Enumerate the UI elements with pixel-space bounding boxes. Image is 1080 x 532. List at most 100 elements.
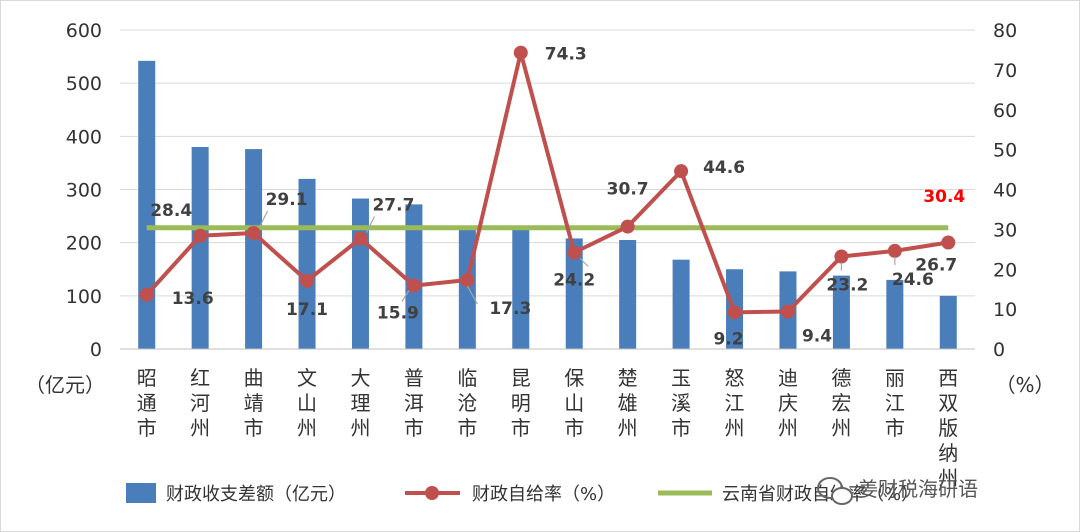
left-tick-label: 400 <box>66 126 102 148</box>
rate-point <box>887 243 902 258</box>
rate-point <box>567 245 582 260</box>
bar <box>565 238 583 349</box>
category-label: 迪庆州 <box>778 366 798 440</box>
right-tick-label: 50 <box>993 140 1017 162</box>
left-tick-label: 500 <box>66 73 102 95</box>
rate-point <box>300 273 315 288</box>
left-axis-unit: （亿元） <box>25 373 105 397</box>
data-label: 24.6 <box>892 270 934 290</box>
data-label: 15.9 <box>377 304 419 324</box>
rate-point <box>406 278 421 293</box>
right-tick-label: 20 <box>993 259 1017 281</box>
legend-swatch-bar <box>126 483 156 503</box>
left-tick-label: 600 <box>66 20 102 42</box>
category-label: 德宏州 <box>831 366 851 440</box>
data-label: 17.1 <box>286 300 328 320</box>
left-tick-label: 0 <box>90 339 102 361</box>
data-labels: 13.6 28.4 29.1 17.1 27.7 15.9 17.3 74.3 24.2 30.7… <box>150 45 965 350</box>
data-label: 24.2 <box>553 271 595 291</box>
data-label: 28.4 <box>150 201 192 221</box>
rate-line <box>145 50 949 315</box>
right-tick-label: 40 <box>993 180 1017 202</box>
category-label: 保山市 <box>564 366 584 440</box>
data-label: 17.3 <box>489 299 531 319</box>
rate-point <box>941 235 956 250</box>
data-label: 9.2 <box>713 329 743 349</box>
rate-point <box>834 249 849 264</box>
category-label: 丽江市 <box>885 366 905 440</box>
label-leader-line <box>401 290 410 302</box>
rate-point <box>460 273 475 288</box>
rate-point <box>353 231 368 246</box>
data-label: 27.7 <box>372 196 414 216</box>
bar <box>351 198 369 349</box>
right-tick-label: 70 <box>993 60 1017 82</box>
bar <box>939 295 957 349</box>
legend-swatch-rate-marker <box>425 486 439 500</box>
bar <box>886 279 904 349</box>
left-tick-label: 100 <box>66 286 102 308</box>
wechat-icon <box>817 477 853 505</box>
bar <box>405 204 423 349</box>
right-tick-label: 60 <box>993 100 1017 122</box>
data-label: 9.4 <box>802 327 832 347</box>
category-label: 怒江州 <box>725 366 745 440</box>
data-label: 74.3 <box>545 45 587 65</box>
legend-label-bar: 财政收支差额（亿元） <box>166 484 346 505</box>
category-label: 大理州 <box>350 366 370 440</box>
bar <box>298 178 316 349</box>
legend-label-rate: 财政自给率（%） <box>472 484 615 505</box>
category-label: 曲靖市 <box>244 366 264 440</box>
bar <box>458 227 476 349</box>
data-label: 23.2 <box>826 275 868 295</box>
data-label: 44.6 <box>703 158 745 178</box>
data-label: 30.7 <box>607 180 649 200</box>
label-leader-line <box>466 285 478 305</box>
rate-point <box>727 305 742 320</box>
category-label: 普洱市 <box>404 366 424 440</box>
bar <box>191 146 209 349</box>
bar <box>245 149 263 349</box>
bar <box>672 259 690 349</box>
right-tick-label: 80 <box>993 20 1017 42</box>
label-leader-line <box>365 216 376 233</box>
data-label: 29.1 <box>266 190 308 210</box>
right-axis-unit: （%） <box>995 373 1054 397</box>
category-label: 昆明市 <box>511 366 531 440</box>
bar <box>512 227 530 349</box>
label-leader-line <box>579 258 589 267</box>
category-label: 玉溪市 <box>671 366 691 440</box>
bar <box>138 60 156 349</box>
rate-point <box>674 164 689 179</box>
right-tick-label: 0 <box>993 339 1005 361</box>
left-tick-label: 200 <box>66 233 102 255</box>
category-label: 昭通市 <box>137 366 157 440</box>
label-leader-line <box>259 210 269 228</box>
data-label: 26.7 <box>915 256 957 276</box>
watermark-text: 姜财税海研语 <box>858 477 978 501</box>
bar <box>832 275 850 349</box>
province-value-label: 30.4 <box>923 187 965 207</box>
left-tick-label: 300 <box>66 180 102 202</box>
category-label: 文山州 <box>297 366 317 440</box>
category-label: 楚雄州 <box>618 366 638 440</box>
right-tick-label: 30 <box>993 219 1017 241</box>
category-label: 临沧市 <box>457 366 477 440</box>
legend: 财政收支差额（亿元） 财政自给率（%） 云南省财政自给率（%） <box>126 483 919 505</box>
rate-point <box>620 219 635 234</box>
rate-point <box>513 45 528 60</box>
line-series <box>139 45 956 320</box>
watermark: 姜财税海研语 <box>817 477 978 505</box>
category-label: 红河州 <box>190 366 210 440</box>
data-label: 13.6 <box>172 289 214 309</box>
rate-point <box>139 287 154 302</box>
rate-point <box>193 228 208 243</box>
rate-point <box>780 304 795 319</box>
category-label: 西双版纳州 <box>938 366 958 490</box>
rate-point <box>246 225 261 240</box>
axes: 0 100 200 300 400 500 600 0 10 20 30 40 50 60 70 80 （亿元）… <box>25 20 1055 490</box>
bar <box>619 240 637 349</box>
